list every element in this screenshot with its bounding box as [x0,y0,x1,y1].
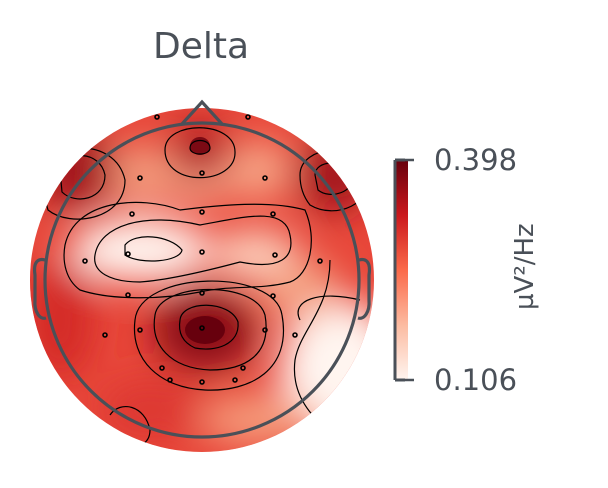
head-outline [32,99,372,439]
topomap-field [30,108,374,452]
colorbar-max-label: 0.398 [434,143,518,177]
colorbar [393,158,414,382]
colorbar-frame [393,158,405,382]
colorbar-min-label: 0.106 [434,363,518,397]
colorbar-unit-label: µV²/Hz [510,223,540,310]
topomap-title: Delta [152,26,250,67]
sensor-markers [82,114,323,385]
colorbar-gradient [396,160,408,380]
